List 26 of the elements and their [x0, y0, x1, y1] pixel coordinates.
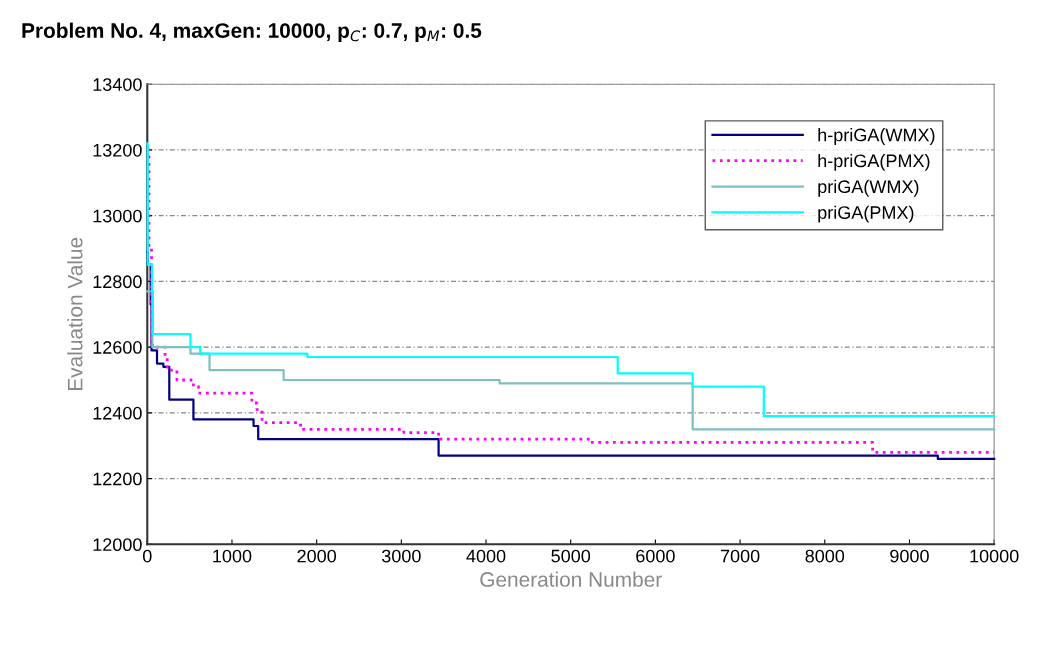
y-tick-label: 12400 [93, 406, 142, 420]
y-tick-label: 13400 [93, 78, 142, 91]
x-tick-label: 9000 [890, 549, 929, 563]
x-tick-label: 1000 [213, 549, 252, 563]
x-tick-label: 4000 [466, 549, 506, 563]
x-tick-label: 7000 [720, 549, 760, 563]
chart-title: Problem No. 4, maxGen: 10000, p$_{C}$: 0.7, p$_{M}$: 0.5 [22, 22, 482, 43]
x-tick-label: 0 [142, 549, 152, 563]
x-tick-label: 10000 [970, 549, 1019, 563]
x-tick-label: 5000 [551, 549, 591, 563]
y-tick-label: 13000 [93, 209, 142, 223]
y-tick-label: 12000 [93, 538, 142, 552]
x-tick-label: 6000 [636, 549, 675, 563]
x-tick-label: 8000 [805, 549, 845, 563]
x-tick-label: 2000 [297, 549, 337, 563]
legend-label: priGA(WMX) [818, 179, 919, 197]
y-tick-label: 12600 [93, 341, 142, 354]
y-tick-label: 12800 [93, 275, 142, 289]
legend-label: h-priGA(PMX) [818, 153, 930, 171]
y-axis-title: Evaluation Value [67, 237, 83, 390]
x-tick-label: 3000 [381, 549, 421, 563]
legend-label: h-priGA(WMX) [818, 128, 935, 145]
x-axis-title: Generation Number [480, 571, 662, 587]
legend-label: priGA(PMX) [818, 205, 914, 223]
y-tick-label: 12200 [93, 472, 142, 486]
y-tick-label: 13200 [93, 143, 142, 157]
